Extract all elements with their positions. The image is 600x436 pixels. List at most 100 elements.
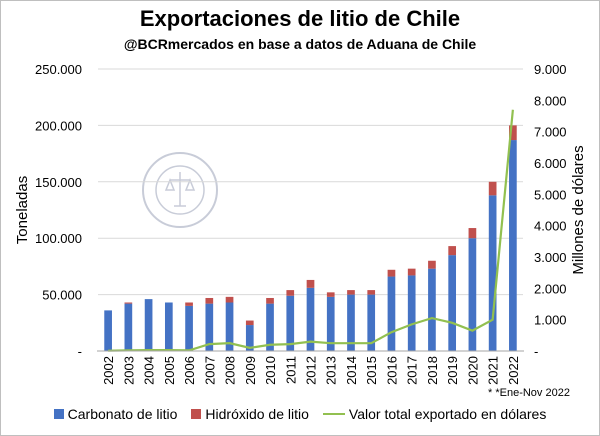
x-tick-label: 2019 (445, 356, 460, 385)
y-tick-right: - (534, 344, 538, 359)
x-axis-ticks: 2002 2003 2004 2005 2006 2007 2008 2009 2010 2011… (101, 356, 521, 385)
bar-carbonato (387, 276, 396, 351)
legend-item-valor: Valor total exportado en dólares (322, 406, 547, 422)
legend-swatch-hidroxido (191, 409, 202, 419)
chart-title: Exportaciones de litio de Chile (139, 6, 461, 31)
bar-carbonato (144, 299, 153, 351)
y-tick-right: 7.000 (534, 125, 567, 140)
bar-carbonato (407, 275, 416, 351)
bar-carbonato (468, 238, 477, 351)
bar-carbonato (509, 140, 517, 351)
legend-label-carbonato: Carbonato de litio (67, 406, 178, 422)
x-tick-label: 2015 (364, 356, 379, 385)
bar-hidroxido (509, 125, 517, 141)
bar-carbonato (428, 268, 436, 351)
y-tick-right: 9.000 (534, 62, 567, 77)
bar-hidroxido (266, 297, 274, 304)
legend-label-valor: Valor total exportado en dólares (348, 406, 547, 422)
y-tick-left: 100.000 (35, 231, 82, 246)
x-tick-label: 2002 (101, 356, 116, 385)
x-tick-label: 2003 (121, 356, 136, 385)
bar-carbonato (306, 287, 315, 351)
bar-hidroxido (488, 181, 497, 196)
x-tick-label: 2018 (425, 356, 440, 385)
x-tick-label: 2008 (223, 356, 238, 385)
bar-carbonato (225, 302, 234, 351)
x-tick-label: 2009 (243, 356, 258, 385)
bar-hidroxido (367, 290, 376, 295)
x-tick-label: 2021 (486, 356, 501, 385)
x-tick-label: 2013 (324, 356, 339, 385)
x-tick-label: 2005 (162, 356, 177, 385)
legend-item-hidroxido: Hidróxido de litio (191, 406, 309, 422)
x-tick-label: 2014 (344, 356, 359, 385)
bar-hidroxido (326, 292, 335, 297)
legend-label-hidroxido: Hidróxido de litio (205, 406, 309, 422)
bar-carbonato (104, 310, 112, 351)
bar-hidroxido (387, 269, 396, 277)
bar-carbonato (205, 303, 214, 351)
bar-carbonato (245, 325, 254, 351)
y-tick-right: 2.000 (534, 281, 567, 296)
y-axis-left-ticks: - 50.000 100.000 150.000 200.000 250.000 (35, 62, 82, 359)
bar-carbonato (185, 305, 193, 351)
bar-hidroxido (407, 268, 416, 276)
bar-hidroxido (124, 302, 133, 304)
y-axis-right-ticks: - 1.000 2.000 3.000 4.000 5.000 6.000 7.000 8.00… (534, 62, 567, 359)
bar-carbonato (326, 296, 335, 351)
bar-carbonato (347, 294, 355, 351)
y-tick-left: - (78, 344, 82, 359)
bar-hidroxido (448, 246, 457, 256)
x-tick-label: 2022 (506, 356, 521, 385)
chart-subtitle: @BCRmercados en base a datos de Aduana d… (123, 36, 477, 52)
bar-hidroxido (185, 302, 193, 306)
bar-carbonato (448, 255, 457, 351)
bcr-seal-logo (142, 152, 218, 228)
x-tick-label: 2006 (182, 356, 197, 385)
bar-hidroxido (205, 297, 214, 304)
y-tick-right: 8.000 (534, 93, 567, 108)
legend: Carbonato de litio Hidróxido de litio Va… (0, 406, 600, 422)
y-tick-left: 250.000 (35, 62, 82, 77)
legend-swatch-carbonato (53, 409, 64, 419)
x-tick-label: 2007 (202, 356, 217, 385)
bar-hidroxido (347, 290, 355, 295)
x-tick-label: 2010 (263, 356, 278, 385)
x-tick-label: 2012 (304, 356, 319, 385)
y-axis-label-left: Toneladas (14, 176, 31, 244)
y-axis-label-right: Millones de dólares (570, 145, 587, 274)
legend-swatch-valor (322, 413, 345, 415)
bar-hidroxido (286, 290, 295, 296)
bar-carbonato (367, 294, 376, 351)
bar-hidroxido (306, 279, 315, 288)
y-tick-left: 200.000 (35, 118, 82, 133)
x-tick-label: 2011 (283, 356, 298, 384)
bar-carbonato (266, 303, 274, 351)
y-tick-right: 5.000 (534, 187, 567, 202)
y-tick-right: 6.000 (534, 156, 567, 171)
line-valor-total (108, 109, 514, 352)
bar-hidroxido (428, 260, 436, 269)
footnote: * *Ene-Nov 2022 (488, 387, 570, 399)
x-tick-label: 2017 (405, 356, 420, 385)
legend-item-carbonato: Carbonato de litio (53, 406, 178, 422)
value-line (108, 109, 514, 352)
bar-carbonato (164, 302, 173, 351)
y-tick-left: 50.000 (42, 288, 82, 303)
bars (104, 125, 517, 351)
x-tick-label: 2004 (142, 356, 157, 385)
y-tick-left: 150.000 (35, 175, 82, 190)
x-tick-label: 2020 (465, 356, 480, 385)
y-tick-right: 3.000 (534, 250, 567, 265)
bar-hidroxido (225, 296, 234, 303)
y-tick-right: 1.000 (534, 313, 567, 328)
y-tick-right: 4.000 (534, 219, 567, 234)
bar-carbonato (124, 303, 133, 351)
bar-carbonato (286, 295, 295, 351)
bar-hidroxido (468, 228, 477, 239)
bar-hidroxido (245, 320, 254, 326)
gridlines (98, 68, 523, 296)
x-tick-label: 2016 (384, 356, 399, 385)
